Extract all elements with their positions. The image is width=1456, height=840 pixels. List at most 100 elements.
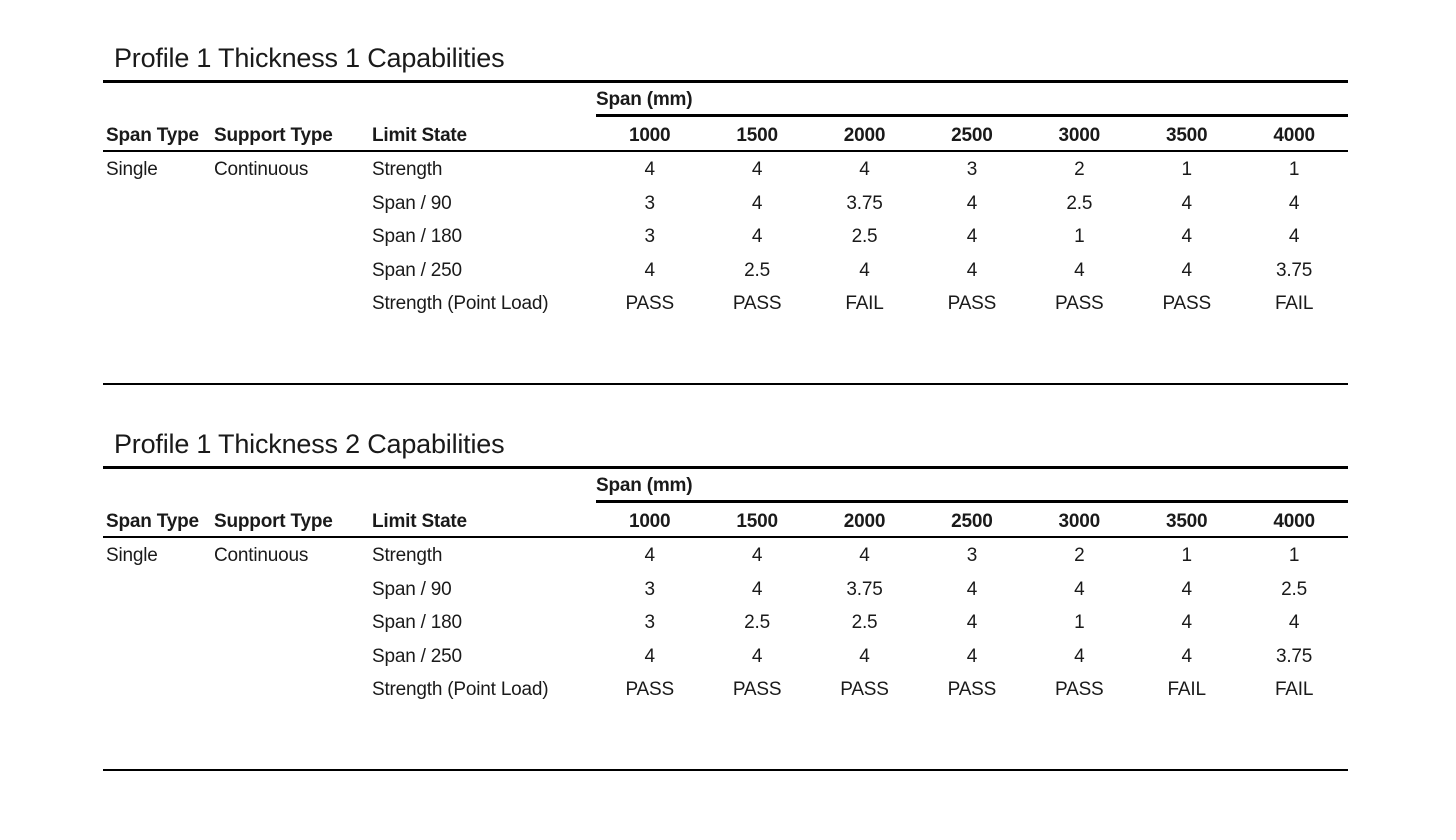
span-header-cell: 3500	[1165, 125, 1208, 146]
span-group-rule	[596, 114, 1348, 117]
value-cell: 2.5	[851, 612, 878, 633]
value-cell: PASS	[625, 679, 674, 700]
value-cell: 4	[966, 645, 978, 667]
span-header-cell: 2500	[951, 511, 993, 532]
span-header-cell: 2000	[843, 125, 886, 146]
value-cell: 4	[1181, 578, 1193, 600]
span-group-rule	[596, 500, 1348, 503]
value-cell: 1	[1288, 545, 1300, 566]
value-cell: FAIL	[845, 293, 884, 314]
table-row: Span / 90 3 4 3.75 4 4 4 2.5	[0, 573, 1456, 607]
value-cell: 2	[1074, 159, 1085, 180]
value-cell: 1	[1074, 226, 1085, 247]
span-header-cell: 3500	[1165, 511, 1208, 532]
value-cell: 4	[751, 645, 763, 667]
span-header-cell: 3000	[1058, 125, 1101, 146]
value-cell: 4	[1181, 645, 1193, 667]
limit-state-cell: Strength	[372, 545, 443, 566]
limit-state-cell: Span / 90	[372, 192, 452, 214]
table-row: Span / 90 3 4 3.75 4 2.5 4 4	[0, 187, 1456, 221]
value-cell: 4	[644, 645, 656, 667]
value-cell: 1	[1181, 545, 1193, 566]
value-cell: 4	[966, 226, 978, 247]
support-type-cell: Continuous	[214, 545, 309, 566]
value-cell: 4	[751, 545, 763, 566]
value-cell: 3	[644, 192, 656, 214]
value-cell: 4	[1181, 192, 1193, 214]
value-cell: 4	[751, 159, 763, 180]
value-cell: 3.75	[846, 192, 883, 214]
table-row: Span / 180 3 2.5 2.5 4 1 4 4	[0, 606, 1456, 640]
limit-state-cell: Span / 180	[372, 612, 462, 633]
span-header-cell: 2500	[951, 125, 993, 146]
limit-state-cell: Strength	[372, 159, 443, 180]
span-group-label: Span (mm)	[596, 475, 693, 496]
value-cell: 1	[1074, 612, 1085, 633]
column-header-support-type: Support Type	[214, 511, 333, 532]
bottom-rule	[103, 383, 1348, 385]
value-cell: PASS	[1055, 293, 1104, 314]
value-cell: 1	[1181, 159, 1193, 180]
limit-state-cell: Strength (Point Load)	[372, 293, 549, 314]
value-cell: 4	[1074, 578, 1085, 600]
value-cell: 4	[1288, 226, 1300, 247]
value-cell: FAIL	[1274, 679, 1314, 700]
column-header-support-type: Support Type	[214, 125, 333, 146]
span-type-cell: Single	[106, 545, 158, 566]
value-cell: 3	[644, 612, 656, 633]
value-cell: 4	[1074, 259, 1085, 281]
span-group-label: Span (mm)	[596, 89, 693, 110]
table-row: Span / 180 3 4 2.5 4 1 4 4	[0, 220, 1456, 254]
value-cell: 4	[859, 545, 870, 566]
value-cell: 4	[859, 259, 870, 281]
capability-table: Profile 1 Thickness 1 Capabilities Span …	[0, 0, 1456, 386]
table-row: Single Continuous Strength 4 4 4 3 2 1 1	[0, 153, 1456, 187]
span-type-cell: Single	[106, 159, 158, 180]
span-header-cell: 4000	[1273, 511, 1315, 532]
span-header-cell: 1500	[736, 125, 778, 146]
value-cell: 3.75	[846, 578, 883, 600]
value-cell: 3.75	[1275, 645, 1313, 667]
value-cell: 4	[966, 578, 978, 600]
table-body: Single Continuous Strength 4 4 4 3 2 1 1 Span …	[0, 153, 1456, 323]
value-cell: 3	[644, 226, 656, 247]
table-body: Single Continuous Strength 4 4 4 3 2 1 1 Span …	[0, 539, 1456, 709]
span-column-headers: 1000 1500 2000 2500 3000 3500 4000	[596, 508, 1348, 536]
value-cell: 4	[1181, 259, 1193, 281]
value-cell: 1	[1288, 159, 1300, 180]
value-cell: 2.5	[744, 612, 770, 633]
value-cell: 4	[644, 545, 656, 566]
column-header-limit-state: Limit State	[372, 511, 467, 532]
span-column-headers: 1000 1500 2000 2500 3000 3500 4000	[596, 122, 1348, 150]
value-cell: 2.5	[744, 259, 770, 281]
column-header-span-type: Span Type	[106, 511, 199, 532]
value-cell: 2.5	[1066, 192, 1093, 214]
value-cell: 2	[1074, 545, 1085, 566]
header-rule	[103, 150, 1348, 152]
value-cell: 3	[966, 545, 978, 566]
value-cell: PASS	[625, 293, 674, 314]
value-cell: PASS	[732, 679, 782, 700]
value-cell: 2.5	[1281, 578, 1307, 600]
span-header-cell: 1500	[736, 511, 778, 532]
value-cell: 4	[966, 612, 978, 633]
table-title: Profile 1 Thickness 2 Capabilities	[114, 429, 505, 459]
column-header-span-type: Span Type	[106, 125, 199, 146]
span-header-cell: 2000	[843, 511, 886, 532]
limit-state-cell: Strength (Point Load)	[372, 679, 549, 700]
table-row: Single Continuous Strength 4 4 4 3 2 1 1	[0, 539, 1456, 573]
value-cell: PASS	[732, 293, 782, 314]
value-cell: PASS	[947, 293, 997, 314]
value-cell: 4	[966, 192, 978, 214]
value-cell: 4	[1288, 612, 1300, 633]
value-cell: 4	[1181, 612, 1193, 633]
bottom-rule	[103, 769, 1348, 771]
title-rule	[103, 80, 1348, 83]
value-cell: 4	[859, 645, 870, 667]
column-header-limit-state: Limit State	[372, 125, 467, 146]
table-row: Strength (Point Load) PASS PASS FAIL PASS PA…	[0, 287, 1456, 321]
value-cell: 3	[644, 578, 656, 600]
value-cell: PASS	[1055, 679, 1104, 700]
value-cell: 4	[1181, 226, 1193, 247]
